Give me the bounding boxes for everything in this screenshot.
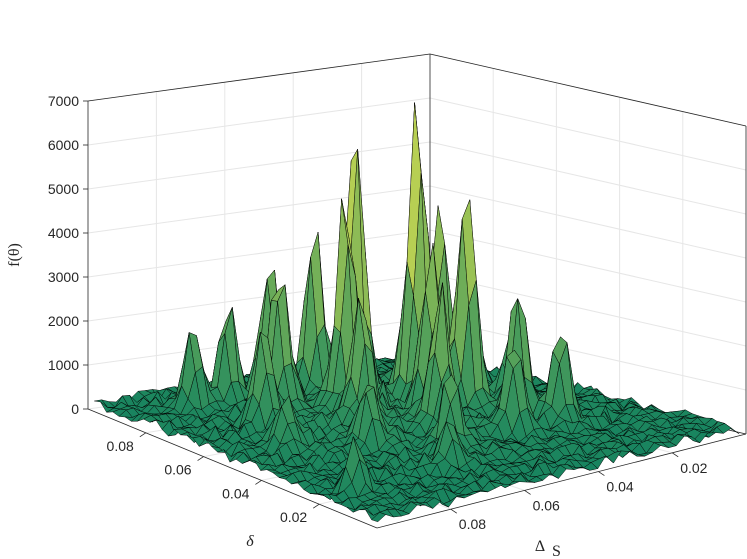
grid-line xyxy=(429,229,747,303)
axis-edge xyxy=(429,53,747,127)
grid-line xyxy=(87,97,431,146)
delta-tick xyxy=(139,432,147,438)
delta-axis-label: δ xyxy=(246,533,254,550)
delta-s-tick-label: 0.08 xyxy=(459,516,486,532)
delta-s-tick-label: 0.04 xyxy=(606,479,633,495)
z-tick-label: 3000 xyxy=(48,269,79,285)
z-axis-label: f(θ) xyxy=(6,243,23,267)
delta-tick-label: 0.04 xyxy=(222,485,249,501)
axis-edge xyxy=(87,408,378,529)
delta-s-tick-label: 0.02 xyxy=(680,460,707,476)
delta-tick xyxy=(255,480,262,485)
delta-tick xyxy=(197,456,204,461)
z-tick-label: 0 xyxy=(71,401,79,417)
surface-mesh xyxy=(94,102,740,523)
delta-s-tick xyxy=(524,490,531,495)
grid-line xyxy=(87,229,431,278)
grid-line xyxy=(87,185,431,234)
grid-line xyxy=(87,141,431,190)
delta-s-axis-label: Δ xyxy=(535,538,545,555)
grid-line xyxy=(87,273,431,322)
grid-line xyxy=(429,141,747,215)
delta-s-axis-subscript: S xyxy=(552,543,561,559)
delta-tick xyxy=(312,503,320,509)
delta-tick-label: 0.08 xyxy=(107,438,134,454)
grid-line xyxy=(429,185,747,259)
surface-patch xyxy=(371,512,386,523)
delta-tick-label: 0.06 xyxy=(164,462,191,478)
delta-s-tick xyxy=(598,471,605,476)
axis-edge xyxy=(87,53,431,102)
delta-tick-label: 0.02 xyxy=(280,509,307,525)
grid-line xyxy=(429,97,747,171)
tick-labels: 0 1000 2000 3000 4000 5000 6000 7000 0.02 0.04 0.0… xyxy=(48,93,708,532)
axis-edge xyxy=(376,433,747,529)
grid-line xyxy=(429,273,747,347)
z-tick-label: 7000 xyxy=(48,93,79,109)
z-tick-label: 4000 xyxy=(48,225,79,241)
delta-s-tick xyxy=(450,508,458,514)
z-tick-label: 1000 xyxy=(48,357,79,373)
delta-s-tick-label: 0.06 xyxy=(533,497,560,513)
grid-line xyxy=(429,317,747,391)
z-tick-label: 2000 xyxy=(48,313,79,329)
z-tick-label: 6000 xyxy=(48,137,79,153)
z-tick-label: 5000 xyxy=(48,181,79,197)
delta-s-tick xyxy=(671,452,679,458)
